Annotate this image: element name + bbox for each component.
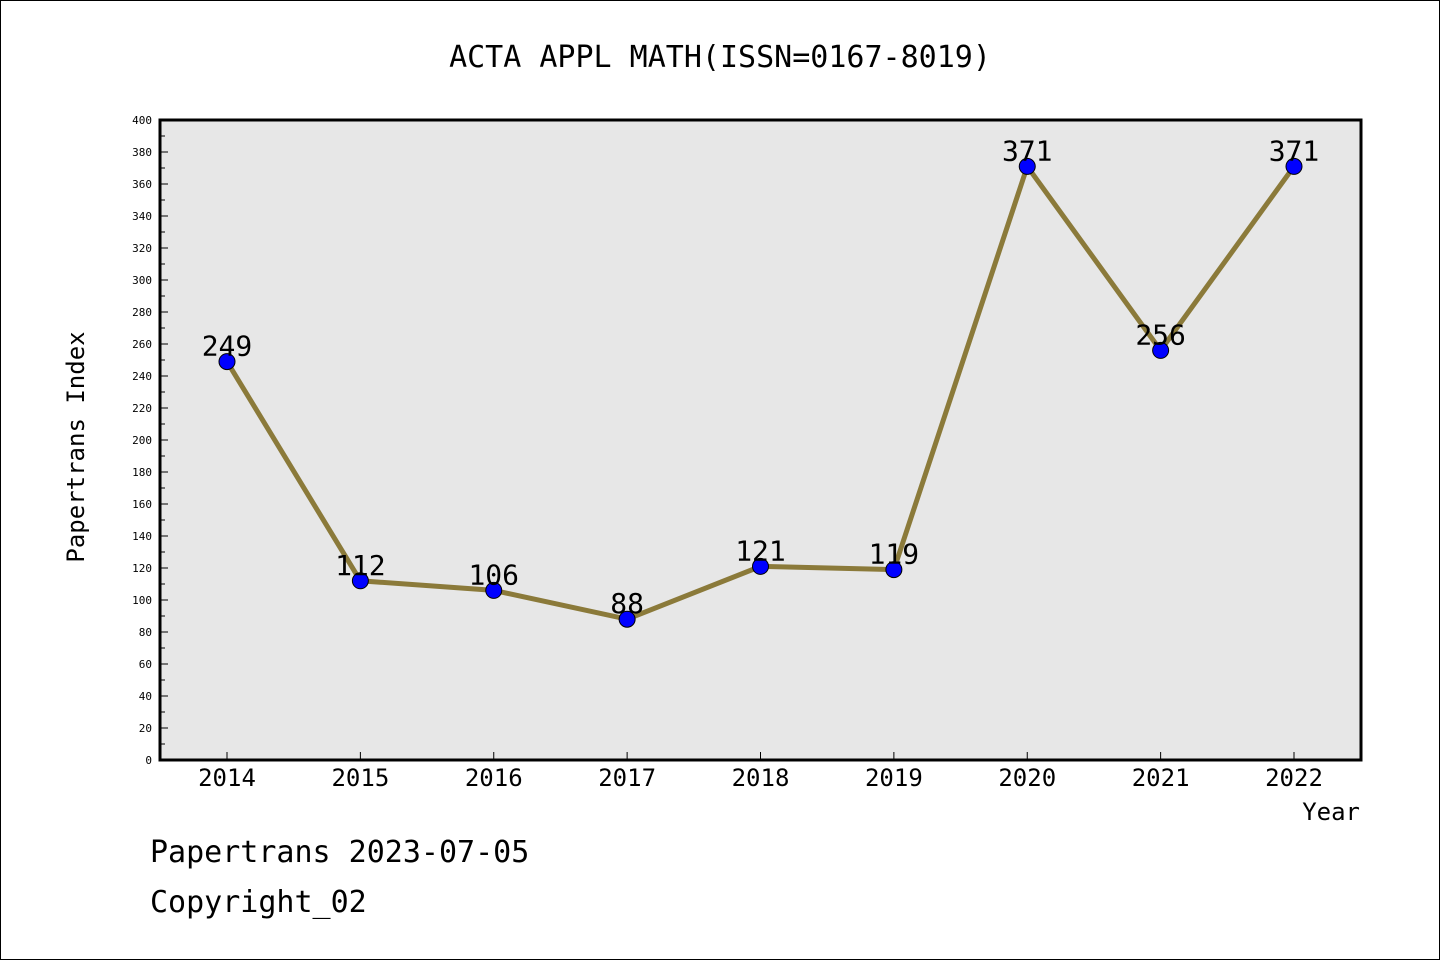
y-tick-label: 400 — [132, 114, 152, 127]
data-point — [752, 557, 769, 575]
data-point — [1018, 157, 1036, 175]
data-label: 119 — [869, 538, 920, 571]
y-tick-label: 280 — [132, 306, 152, 319]
y-axis: 0 20 40 60 80 100 120 140 160 180 200 220 240 260 280 3… — [132, 114, 168, 767]
x-tick-label: 2021 — [1132, 764, 1190, 792]
plot-area — [158, 118, 1363, 762]
y-tick-label: 200 — [132, 434, 152, 447]
x-tick-label: 2019 — [865, 764, 923, 792]
data-point — [485, 581, 503, 599]
x-tick-label: 2018 — [732, 764, 790, 792]
x-tick-label: 2020 — [998, 764, 1056, 792]
y-tick-label: 60 — [139, 658, 152, 671]
data-label: 112 — [335, 549, 386, 582]
y-tick-label: 360 — [132, 178, 152, 191]
y-tick-label: 140 — [132, 530, 152, 543]
y-axis-label: Papertrans Index — [62, 331, 90, 562]
series-markers — [218, 157, 1303, 628]
y-tick-label: 0 — [145, 754, 152, 767]
x-tick-label: 2014 — [198, 764, 256, 792]
x-axis: 2014 2015 2016 2017 2018 2019 2020 2021 2022 — [198, 752, 1323, 792]
y-tick-label: 320 — [132, 242, 152, 255]
x-axis-label: Year — [1302, 798, 1360, 826]
y-tick-label: 120 — [132, 562, 152, 575]
footer-copyright: Copyright_02 — [150, 885, 367, 920]
data-point — [1152, 341, 1170, 359]
y-tick-label: 160 — [132, 498, 152, 511]
y-tick-label: 240 — [132, 370, 152, 383]
chart-title: ACTA APPL MATH(ISSN=0167-8019) — [449, 40, 991, 75]
x-tick-label: 2016 — [465, 764, 523, 792]
data-label: 371 — [1269, 134, 1320, 167]
data-labels: 249 112 106 88 121 119 371 256 371 — [202, 134, 1320, 620]
y-tick-label: 220 — [132, 402, 152, 415]
y-tick-label: 100 — [132, 594, 152, 607]
data-label: 371 — [1002, 134, 1053, 167]
data-point — [618, 610, 636, 628]
data-label: 256 — [1135, 318, 1186, 351]
y-tick-label: 80 — [139, 626, 152, 639]
y-tick-label: 340 — [132, 210, 152, 223]
y-tick-label: 40 — [139, 690, 152, 703]
data-label: 106 — [468, 558, 519, 591]
data-label: 249 — [202, 330, 253, 363]
data-point — [885, 561, 903, 579]
y-tick-label: 180 — [132, 466, 152, 479]
x-tick-label: 2015 — [331, 764, 389, 792]
data-label: 121 — [735, 534, 786, 567]
data-point — [1285, 157, 1303, 175]
y-tick-label: 380 — [132, 146, 152, 159]
y-tick-label: 300 — [132, 274, 152, 287]
footer-date: Papertrans 2023-07-05 — [150, 835, 530, 870]
y-tick-label: 260 — [132, 338, 152, 351]
data-point — [351, 572, 369, 590]
y-tick-label: 20 — [139, 722, 152, 735]
data-point — [218, 353, 236, 371]
data-label: 88 — [610, 587, 644, 620]
x-tick-label: 2017 — [598, 764, 656, 792]
x-tick-label: 2022 — [1265, 764, 1323, 792]
